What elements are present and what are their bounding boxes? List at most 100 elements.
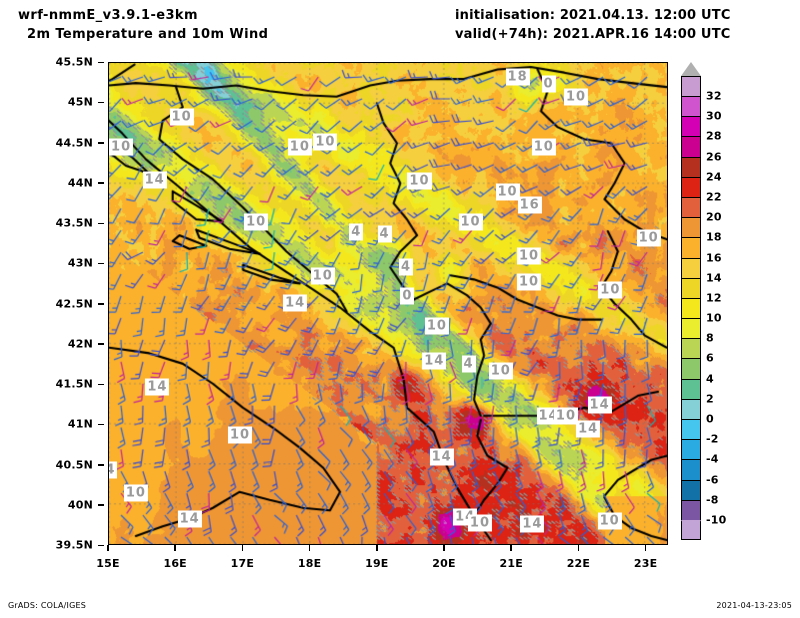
- map-plot-area[interactable]: 14 10 10 10 10 10 14 10 4 4 4 0 10 18 0 10 10 10 16 10 10 10 1…: [108, 62, 668, 545]
- colorbar-arrow-top: [681, 61, 701, 76]
- y-tick-mark: [98, 383, 104, 385]
- contour-value-label: 18: [505, 68, 530, 86]
- colorbar-band: [681, 398, 701, 420]
- y-tick-label: 41N: [67, 417, 93, 431]
- y-tick-label: 44.5N: [55, 136, 93, 149]
- contour-value-label: 10: [636, 229, 661, 247]
- colorbar-tick-label: -8: [706, 493, 719, 507]
- field-name: 2m Temperature and 10m Wind: [27, 27, 269, 42]
- colorbar-tick-label: 30: [706, 109, 722, 123]
- contour-value-label: 10: [310, 267, 335, 285]
- colorbar-tick-label: 6: [706, 351, 714, 365]
- contour-value-label: 10: [169, 108, 194, 126]
- y-tick-label: 45.5N: [55, 55, 93, 69]
- contour-value-label: 14: [429, 448, 454, 466]
- colorbar-band: [681, 237, 701, 258]
- y-tick-mark: [98, 343, 104, 345]
- y-tick-label: 40N: [67, 498, 93, 512]
- colorbar-tick-label: -2: [706, 432, 719, 446]
- y-tick-label: 43.5N: [55, 216, 93, 230]
- y-tick-mark: [98, 61, 104, 63]
- colorbar-band: [681, 297, 701, 319]
- model-name: wrf-nmmE_v3.9.1-e3km: [18, 8, 198, 23]
- colorbar-tick-label: 8: [706, 331, 714, 345]
- y-tick-mark: [98, 182, 104, 184]
- x-tick-label: 17E: [230, 557, 255, 570]
- colorbar-band: [681, 499, 701, 520]
- y-tick-mark: [98, 142, 104, 144]
- contour-value-label: 4: [461, 355, 476, 373]
- x-axis-longitude: 15E 16E 17E 18E 19E 20E 21E 22E 23E: [0, 545, 800, 571]
- x-tick-label: 20E: [432, 557, 456, 570]
- colorbar-tick-label: 22: [706, 190, 722, 204]
- contour-value-label: 10: [516, 273, 542, 291]
- colorbar-band: [681, 75, 701, 96]
- y-tick-label: 40.5N: [55, 458, 93, 471]
- y-tick-mark: [98, 423, 104, 426]
- colorbar-tick-label: -4: [706, 452, 719, 466]
- contour-value-label: 10: [598, 281, 623, 299]
- colorbar-arrow-bottom: [681, 520, 701, 536]
- x-tick-mark: [376, 545, 378, 551]
- colorbar-band: [681, 176, 701, 197]
- contour-value-label: 10: [564, 88, 589, 106]
- contour-value-label: 10: [109, 138, 134, 156]
- x-tick-label: 15E: [96, 557, 120, 570]
- colorbar-tick-label: 18: [706, 230, 722, 244]
- colorbar-tick-label: 20: [706, 210, 722, 224]
- contour-value-label: 14: [142, 171, 167, 189]
- colorbar-band: [681, 196, 701, 218]
- y-tick-label: 43N: [67, 256, 93, 270]
- colorbar-band: [681, 96, 701, 117]
- colorbar-band: [681, 257, 701, 278]
- y-tick-label: 44N: [67, 176, 93, 190]
- contour-value-label: 10: [407, 172, 432, 190]
- colorbar-tick-label: 26: [706, 150, 722, 164]
- x-tick-mark: [510, 545, 512, 551]
- y-tick-mark: [98, 504, 104, 506]
- y-tick-mark: [98, 464, 104, 466]
- y-tick-mark: [98, 222, 104, 224]
- colorbar-temperature[interactable]: [681, 75, 701, 541]
- contour-value-label: 10: [123, 484, 148, 502]
- x-tick-label: 21E: [499, 557, 523, 570]
- contour-value-label: 14: [576, 420, 601, 438]
- colorbar-band: [681, 479, 701, 500]
- y-tick-label: 39.5N: [55, 538, 93, 552]
- contour-value-label: 10: [313, 133, 338, 151]
- contour-value-label: 4: [349, 223, 364, 241]
- contour-value-label: 4: [399, 258, 414, 276]
- colorbar-tick-label: -10: [706, 513, 727, 527]
- contour-value-label: 10: [597, 512, 622, 530]
- colorbar-band: [681, 156, 701, 177]
- y-tick-mark: [98, 101, 104, 104]
- colorbar-tick-label: 12: [706, 291, 722, 305]
- contour-value-label: 0: [541, 75, 556, 93]
- x-tick-label: 23E: [633, 557, 658, 570]
- y-tick-label: 42.5N: [55, 297, 93, 310]
- contour-value-label: 10: [531, 138, 556, 156]
- colorbar-band: [681, 277, 701, 298]
- contour-value-label: 14: [520, 515, 545, 533]
- colorbar-band: [681, 217, 701, 238]
- x-tick-label: 18E: [297, 557, 322, 570]
- x-tick-label: 19E: [365, 557, 389, 570]
- contour-value-label: 14: [422, 352, 447, 370]
- contour-value-label: 10: [227, 426, 253, 444]
- colorbar-tick-label: 10: [706, 311, 722, 325]
- contour-value-label: 0: [400, 287, 415, 305]
- y-tick-label: 41.5N: [55, 377, 93, 391]
- x-tick-mark: [308, 545, 311, 551]
- y-axis-latitude: 39.5N 40N 40.5N 41N 41.5N 42N 42.5N 43N 43.5N 44N…: [0, 0, 104, 618]
- contour-value-label: 10: [424, 317, 449, 335]
- colorbar-tick-label: 32: [706, 89, 722, 103]
- colorbar-tick-label: -6: [706, 473, 719, 487]
- contour-value-label: 10: [287, 138, 312, 156]
- contour-value-label: 4: [377, 225, 392, 243]
- x-tick-mark: [241, 545, 244, 551]
- x-tick-label: 16E: [163, 557, 187, 570]
- x-tick-mark: [107, 545, 109, 551]
- initialisation-time: initialisation: 2021.04.13. 12:00 UTC: [455, 8, 731, 23]
- header-left: wrf-nmmE_v3.9.1-e3km 2m Temperature and …: [18, 6, 268, 44]
- contour-value-label: 4: [109, 461, 118, 479]
